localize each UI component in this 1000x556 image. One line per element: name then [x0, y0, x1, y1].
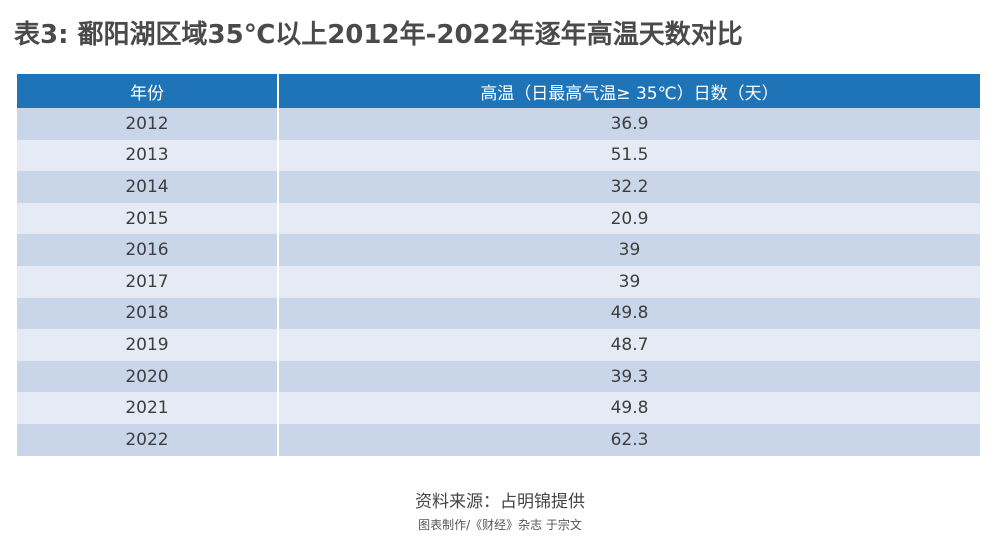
- cell-year: 2012: [17, 108, 278, 140]
- table-row: 2021 49.8: [17, 392, 980, 424]
- cell-year: 2021: [17, 392, 278, 424]
- data-table: 年份 高温（日最高气温≥ 35℃）日数（天） 2012 36.9 2013 51.5 2…: [17, 74, 980, 456]
- cell-year: 2013: [17, 139, 278, 172]
- table-row: 2020 39.3: [17, 360, 980, 393]
- cell-year: 2015: [17, 202, 278, 235]
- cell-hot-days: 62.3: [277, 423, 980, 456]
- table-row: 2018 49.8: [17, 297, 980, 330]
- page-title: 表3: 鄱阳湖区域35℃以上2012年-2022年逐年高温天数对比: [14, 20, 743, 50]
- cell-hot-days: 32.2: [277, 171, 980, 203]
- cell-hot-days: 39: [277, 265, 980, 298]
- column-header-hot-days: 高温（日最高气温≥ 35℃）日数（天）: [277, 74, 980, 108]
- cell-hot-days: 36.9: [277, 108, 980, 140]
- source-note: 资料来源：占明锦提供: [415, 492, 585, 512]
- cell-year: 2016: [17, 234, 278, 266]
- column-header-year: 年份: [17, 74, 278, 108]
- cell-hot-days: 49.8: [277, 297, 980, 330]
- table-row: 2014 32.2: [17, 171, 980, 203]
- cell-year: 2019: [17, 329, 278, 361]
- cell-year: 2018: [17, 297, 278, 330]
- table-body: 2012 36.9 2013 51.5 2014 32.2 2015 20.9 2016 39 20…: [17, 108, 980, 456]
- table-row: 2015 20.9: [17, 202, 980, 235]
- table-row: 2013 51.5: [17, 139, 980, 172]
- table-header-row: 年份 高温（日最高气温≥ 35℃）日数（天）: [17, 74, 980, 108]
- table-row: 2019 48.7: [17, 329, 980, 361]
- cell-year: 2022: [17, 423, 278, 456]
- cell-hot-days: 39: [277, 234, 980, 266]
- table-row: 2022 62.3: [17, 423, 980, 456]
- cell-hot-days: 51.5: [277, 139, 980, 172]
- data-table-container: 年份 高温（日最高气温≥ 35℃）日数（天） 2012 36.9 2013 51.5 2…: [17, 74, 980, 456]
- cell-hot-days: 20.9: [277, 202, 980, 235]
- credit-note: 图表制作/《财经》杂志 于宗文: [418, 518, 582, 532]
- cell-hot-days: 49.8: [277, 392, 980, 424]
- cell-year: 2017: [17, 265, 278, 298]
- cell-hot-days: 39.3: [277, 360, 980, 393]
- table-row: 2012 36.9: [17, 108, 980, 140]
- cell-year: 2020: [17, 360, 278, 393]
- cell-hot-days: 48.7: [277, 329, 980, 361]
- cell-year: 2014: [17, 171, 278, 203]
- table-row: 2017 39: [17, 265, 980, 298]
- table-row: 2016 39: [17, 234, 980, 266]
